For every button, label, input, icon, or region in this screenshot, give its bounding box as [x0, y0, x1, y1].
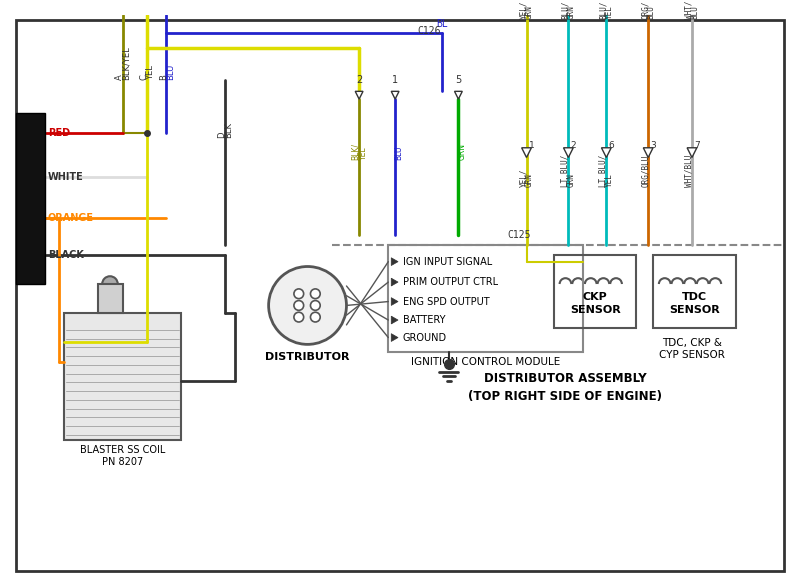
Text: IGNITION CONTROL MODULE: IGNITION CONTROL MODULE	[411, 357, 560, 367]
Polygon shape	[355, 92, 363, 99]
Circle shape	[269, 267, 346, 344]
Polygon shape	[391, 298, 398, 305]
Text: DISTRIBUTOR ASSEMBLY
(TOP RIGHT SIDE OF ENGINE): DISTRIBUTOR ASSEMBLY (TOP RIGHT SIDE OF …	[469, 372, 662, 403]
Text: YEL/: YEL/	[519, 168, 528, 187]
Text: C126: C126	[418, 26, 441, 36]
Text: GRN: GRN	[525, 173, 534, 187]
Text: PRIM OUTPUT CTRL: PRIM OUTPUT CTRL	[403, 277, 498, 287]
Text: 7: 7	[694, 141, 700, 150]
Text: CKP
SENSOR: CKP SENSOR	[570, 292, 621, 315]
Polygon shape	[643, 148, 653, 157]
Polygon shape	[391, 334, 398, 342]
Text: TDC
SENSOR: TDC SENSOR	[669, 292, 720, 315]
Polygon shape	[391, 278, 398, 286]
Text: RED: RED	[48, 128, 70, 138]
Polygon shape	[602, 148, 611, 157]
Text: BLACK: BLACK	[48, 250, 83, 260]
Circle shape	[310, 312, 320, 322]
Text: 1: 1	[529, 141, 534, 150]
Text: WHITE: WHITE	[48, 172, 83, 182]
Text: GRN: GRN	[458, 142, 466, 160]
Text: YEL: YEL	[146, 65, 155, 79]
Circle shape	[294, 301, 304, 310]
Text: D: D	[218, 131, 226, 138]
Text: WHT/: WHT/	[685, 1, 694, 20]
Circle shape	[102, 276, 118, 292]
Text: GRN: GRN	[525, 5, 534, 20]
Bar	[554, 255, 637, 328]
Text: BLK/: BLK/	[350, 142, 360, 160]
Polygon shape	[563, 148, 574, 157]
Circle shape	[294, 289, 304, 298]
Circle shape	[294, 312, 304, 322]
Polygon shape	[687, 148, 697, 157]
Text: 3: 3	[650, 141, 656, 150]
Text: BLU: BLU	[166, 63, 175, 79]
Text: TDC, CKP &
CYP SENSOR: TDC, CKP & CYP SENSOR	[659, 338, 725, 360]
Text: BLU: BLU	[646, 5, 655, 20]
Text: BLK/YEL: BLK/YEL	[122, 46, 131, 79]
Text: C: C	[139, 74, 149, 79]
Circle shape	[310, 301, 320, 310]
Text: B: B	[159, 74, 168, 79]
Circle shape	[310, 289, 320, 298]
Text: DISTRIBUTOR: DISTRIBUTOR	[266, 352, 350, 362]
Text: BLU/: BLU/	[561, 1, 570, 20]
Text: BLU: BLU	[394, 145, 403, 160]
Polygon shape	[391, 316, 398, 324]
Text: 2: 2	[356, 74, 362, 85]
Text: C125: C125	[507, 230, 530, 240]
Text: 1: 1	[392, 74, 398, 85]
Text: YEL: YEL	[605, 173, 614, 187]
Text: 6: 6	[608, 141, 614, 150]
Text: IGN INPUT SIGNAL: IGN INPUT SIGNAL	[403, 257, 492, 267]
Text: BLU: BLU	[690, 5, 699, 20]
Text: GRN: GRN	[566, 5, 576, 20]
Text: A: A	[115, 74, 124, 79]
Text: YEL/: YEL/	[519, 1, 528, 20]
Polygon shape	[391, 257, 398, 266]
Text: LT BLU/: LT BLU/	[599, 154, 608, 187]
Text: GROUND: GROUND	[403, 332, 447, 343]
Text: ORG/: ORG/	[641, 1, 650, 20]
Bar	[98, 284, 122, 313]
Bar	[15, 113, 45, 284]
Text: YEL: YEL	[605, 5, 614, 20]
Text: BLU/: BLU/	[599, 1, 608, 20]
Text: BLK: BLK	[224, 122, 234, 138]
Text: GRN: GRN	[566, 173, 576, 187]
Text: ORG/BLU: ORG/BLU	[641, 154, 650, 187]
Text: BATTERY: BATTERY	[403, 315, 446, 325]
Text: YEL: YEL	[358, 146, 367, 160]
Text: WHT/BLU: WHT/BLU	[685, 154, 694, 187]
Bar	[388, 245, 583, 352]
Text: ENG SPD OUTPUT: ENG SPD OUTPUT	[403, 297, 490, 306]
Bar	[64, 313, 181, 439]
Polygon shape	[454, 92, 462, 99]
Text: BL: BL	[436, 19, 448, 29]
Bar	[653, 255, 736, 328]
Polygon shape	[522, 148, 531, 157]
Text: 5: 5	[455, 74, 462, 85]
Text: LT BLU/: LT BLU/	[561, 154, 570, 187]
Text: 2: 2	[570, 141, 576, 150]
Text: BLASTER SS COIL
PN 8207: BLASTER SS COIL PN 8207	[80, 445, 166, 467]
Text: ORANGE: ORANGE	[48, 213, 94, 223]
Polygon shape	[391, 92, 399, 99]
